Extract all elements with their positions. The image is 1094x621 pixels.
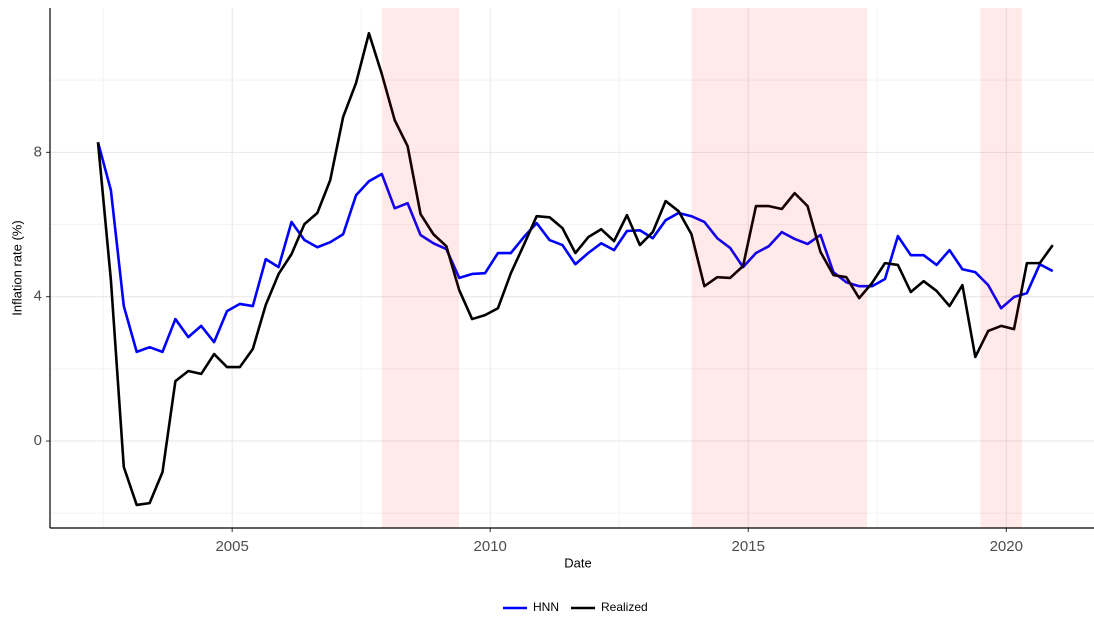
x-axis-label: Date: [564, 555, 591, 570]
legend-label: HNN: [533, 600, 559, 614]
y-tick-label: 4: [34, 288, 42, 305]
shaded-region: [381, 8, 460, 528]
y-axis-label: Inflation rate (%): [9, 220, 24, 315]
shaded-region: [691, 8, 867, 528]
shaded-region: [980, 8, 1022, 528]
x-tick-label: 2010: [474, 538, 507, 555]
y-tick-label: 8: [34, 143, 42, 160]
series-line: [96, 31, 1054, 507]
series-line: [96, 141, 1054, 354]
x-tick-label: 2005: [215, 538, 248, 555]
x-tick-label: 2015: [732, 538, 765, 555]
y-tick-label: 0: [34, 432, 42, 449]
legend-label: Realized: [601, 600, 648, 614]
x-tick-label: 2020: [990, 538, 1023, 555]
